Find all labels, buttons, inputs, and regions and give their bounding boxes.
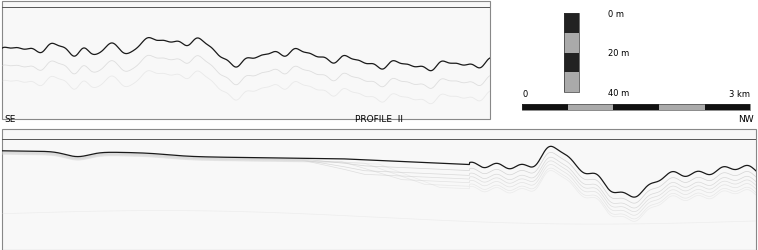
Bar xyxy=(564,73,578,93)
Bar xyxy=(564,34,578,54)
Text: 3 km: 3 km xyxy=(729,90,750,99)
Bar xyxy=(522,104,568,111)
Bar xyxy=(564,14,578,34)
Bar xyxy=(704,104,750,111)
Bar xyxy=(564,14,578,93)
Text: PROFILE  II: PROFILE II xyxy=(355,114,403,124)
Bar xyxy=(522,104,750,111)
Text: 20 m: 20 m xyxy=(608,49,629,58)
Bar xyxy=(568,104,613,111)
Text: 0 m: 0 m xyxy=(608,10,624,18)
Bar xyxy=(564,54,578,73)
Bar xyxy=(613,104,659,111)
Text: NW: NW xyxy=(738,114,753,124)
Text: 0: 0 xyxy=(522,90,528,99)
Text: 40 m: 40 m xyxy=(608,88,629,97)
Bar xyxy=(659,104,704,111)
Text: SE: SE xyxy=(5,114,16,124)
